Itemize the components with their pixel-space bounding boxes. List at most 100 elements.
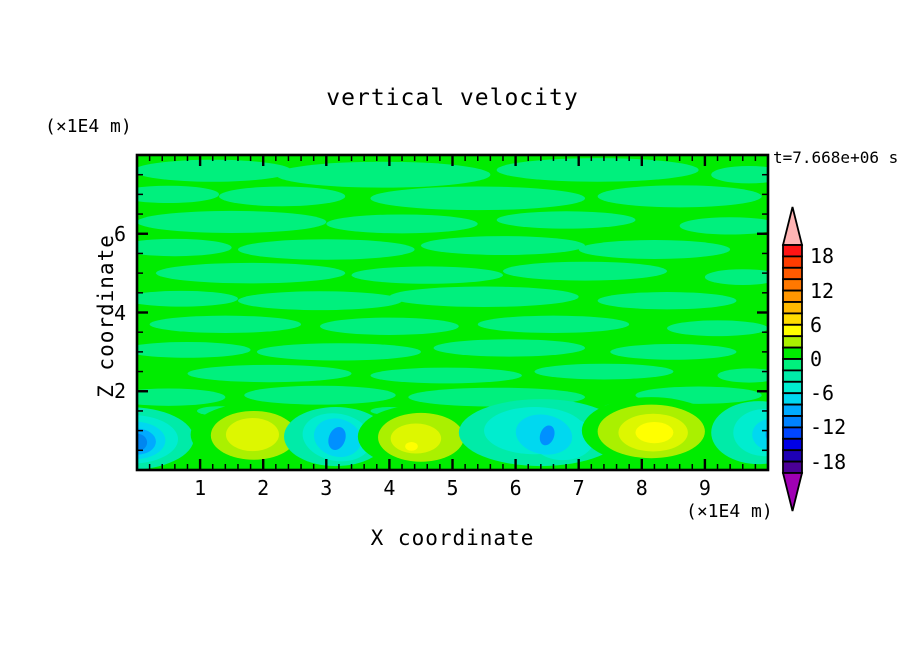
x-tick-label: 7	[572, 476, 585, 500]
negative-streak	[237, 291, 403, 311]
negative-streak	[244, 385, 396, 405]
negative-streak	[237, 239, 415, 260]
negative-streak	[433, 339, 586, 357]
y-tick-label: 4	[113, 300, 126, 325]
negative-streak	[137, 290, 238, 307]
negative-streak	[370, 367, 522, 384]
negative-streak	[477, 315, 630, 333]
negative-streak	[256, 343, 421, 361]
colorbar-label: 6	[810, 312, 823, 337]
x-axis-title: X coordinate	[370, 526, 535, 550]
colorbar-segment	[782, 312, 803, 326]
negative-streak	[319, 317, 459, 335]
negative-streak	[219, 186, 346, 207]
colorbar-segment	[782, 244, 803, 258]
negative-streak	[389, 286, 579, 307]
negative-streak	[137, 388, 226, 406]
negative-streak	[711, 166, 768, 184]
negative-streak	[137, 342, 251, 358]
y-axis-unit-label: (×1E4 m)	[45, 116, 132, 137]
colorbar-segment	[782, 392, 803, 406]
colorbar-segment	[782, 426, 803, 440]
negative-streak	[326, 214, 478, 234]
colorbar-segment	[782, 415, 803, 429]
contour-ring	[137, 433, 148, 452]
downdraft-blob	[711, 401, 768, 465]
negative-streak	[534, 363, 674, 380]
negative-streak	[496, 211, 636, 229]
contour-ring	[225, 418, 279, 452]
negative-streak	[496, 158, 699, 182]
x-tick-label: 6	[509, 476, 522, 500]
colorbar-segment	[782, 449, 803, 463]
negative-streak	[137, 238, 232, 257]
colorbar-segment	[782, 278, 803, 292]
negative-streak	[137, 185, 220, 204]
negative-streak	[420, 236, 586, 256]
x-tick-label: 4	[383, 476, 396, 500]
colorbar-label: 12	[810, 278, 835, 303]
negative-streak	[137, 159, 292, 182]
colorbar-segment	[782, 369, 803, 383]
updraft-blob	[581, 397, 721, 465]
downdraft-blob	[284, 407, 388, 467]
time-label: t=7.668e+06 s	[773, 148, 899, 167]
colorbar-segment	[782, 335, 803, 349]
colorbar-segment	[782, 301, 803, 315]
colorbar-segment	[782, 346, 803, 360]
x-tick-label: 2	[257, 476, 270, 500]
colorbar-label: 18	[810, 244, 835, 269]
colorbar-label: -6	[810, 381, 835, 406]
contour-ring	[752, 419, 768, 451]
colorbar-segment	[782, 323, 803, 338]
contour-ring	[539, 425, 555, 446]
negative-streak	[370, 186, 586, 211]
x-tick-label: 9	[698, 476, 711, 500]
y-tick-label: 2	[113, 379, 126, 404]
colorbar-segment	[782, 460, 803, 474]
colorbar-segment	[782, 255, 803, 269]
plot-frame	[135, 153, 770, 472]
x-tick-label: 5	[446, 476, 459, 500]
contour-ring	[328, 427, 346, 450]
negative-streak	[187, 364, 352, 383]
colorbar-label: -12	[810, 415, 847, 440]
colorbar-segment	[782, 380, 803, 395]
negative-streak	[597, 185, 762, 208]
contour-ring	[137, 421, 166, 460]
x-tick-label: 8	[635, 476, 648, 500]
negative-streak	[578, 240, 731, 259]
colorbar-over-arrow	[781, 206, 804, 246]
colorbar-segment	[782, 403, 803, 417]
contour-field	[137, 155, 768, 470]
negative-streak	[155, 262, 346, 284]
colorbar-segment	[782, 358, 803, 372]
negative-streak	[137, 210, 327, 233]
contour-ring	[390, 423, 442, 454]
colorbar-segment	[782, 266, 803, 281]
negative-streak	[351, 266, 503, 284]
x-tick-label: 3	[320, 476, 333, 500]
updraft-blob	[357, 405, 485, 469]
downdraft-blob	[137, 407, 194, 470]
negative-streak	[679, 217, 768, 235]
negative-streak	[704, 269, 768, 285]
contour-plot	[135, 153, 770, 472]
negative-streak	[597, 292, 737, 310]
negative-streak	[667, 320, 768, 337]
downdraft-blob	[458, 399, 623, 467]
colorbar	[781, 206, 804, 512]
contour-ring	[405, 442, 418, 451]
negative-streak	[610, 344, 737, 360]
contour-ring	[635, 421, 674, 444]
colorbar-segment	[782, 289, 803, 303]
x-tick-label: 1	[194, 476, 207, 500]
colorbar-under-arrow	[781, 472, 804, 512]
negative-streak	[502, 261, 668, 281]
x-axis-unit-label: (×1E4 m)	[686, 501, 773, 522]
updraft-blob	[190, 403, 317, 467]
negative-streak	[717, 368, 768, 383]
negative-streak	[149, 315, 302, 333]
colorbar-segment	[782, 437, 803, 452]
